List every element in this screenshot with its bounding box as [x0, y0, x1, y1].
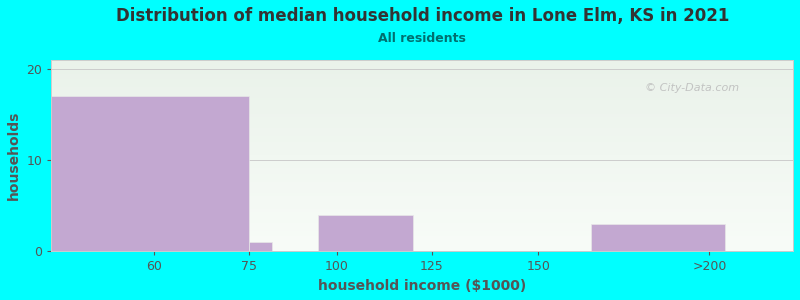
Bar — [591, 224, 725, 251]
Bar — [249, 242, 272, 251]
X-axis label: household income ($1000): household income ($1000) — [318, 279, 526, 293]
Text: All residents: All residents — [378, 32, 466, 44]
Bar — [318, 215, 413, 251]
Title: Distribution of median household income in Lone Elm, KS in 2021: Distribution of median household income … — [115, 7, 729, 25]
Text: © City-Data.com: © City-Data.com — [645, 83, 739, 93]
Bar — [51, 96, 249, 251]
Y-axis label: households: households — [7, 111, 21, 200]
